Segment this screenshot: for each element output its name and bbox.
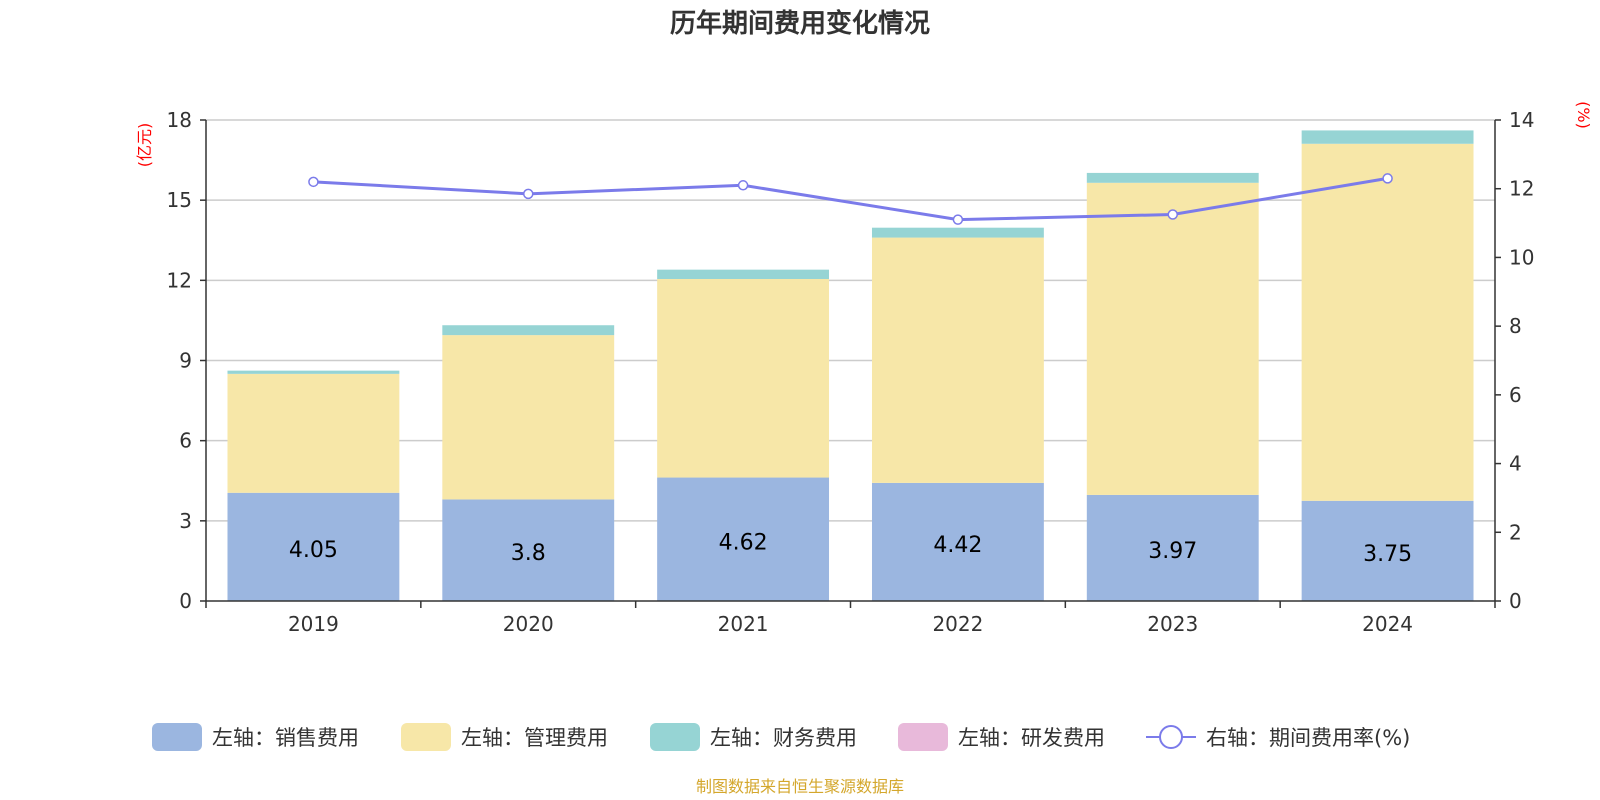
x-tick-label: 2021 (718, 612, 769, 636)
rate-point-2 (737, 180, 749, 191)
bar-value-label: 4.05 (289, 538, 338, 563)
rate-line-path (313, 176, 1388, 222)
legend-label-4: 右轴：期间费用率(%) (1206, 726, 1410, 750)
bar-value-label: 3.75 (1363, 542, 1412, 567)
bar-segment-2-5 (1301, 130, 1474, 144)
left-tick-label: 3 (179, 509, 192, 533)
axes: 0 3 6 9 12 15 18 0 2 4 6 8 10 12 14 2019 2020 2021 2022 202… (167, 108, 1535, 636)
rate-point-4 (1167, 209, 1178, 220)
source-note: 制图数据来自恒生聚源数据库 (696, 777, 904, 796)
right-tick-label: 14 (1509, 108, 1534, 132)
legend: 左轴：销售费用 左轴：管理费用 左轴：财务费用 左轴：研发费用 右轴：期间费用率(%) (152, 723, 1410, 751)
left-tick-label: 12 (167, 268, 192, 292)
bar-segment-0-2 (657, 477, 830, 601)
legend-swatch-3 (898, 723, 948, 751)
bar-segment-1-3 (871, 237, 1044, 483)
legend-label-3: 左轴：研发费用 (958, 726, 1105, 750)
bar-segment-0-3 (871, 482, 1044, 601)
left-tick-label: 6 (179, 429, 192, 453)
rate-point-5 (1382, 173, 1393, 184)
rate-point-3 (952, 214, 964, 225)
bar-segment-0-0 (227, 492, 400, 601)
legend-label-0: 左轴：销售费用 (212, 726, 359, 750)
chart-title: 历年期间费用变化情况 (670, 8, 930, 39)
left-axis-unit: (亿元) (135, 123, 154, 168)
left-tick-label: 0 (179, 589, 192, 613)
bar-segment-1-5 (1301, 143, 1474, 501)
right-tick-label: 10 (1509, 245, 1534, 269)
left-tick-label: 15 (167, 188, 192, 212)
legend-swatch-2 (650, 723, 700, 751)
right-tick-label: 0 (1509, 589, 1522, 613)
bar-segment-0-4 (1086, 494, 1259, 601)
bar-value-label: 3.8 (511, 541, 546, 566)
bar-value-label: 4.62 (719, 530, 768, 555)
legend-swatch-1 (401, 723, 451, 751)
x-tick-label: 2023 (1147, 612, 1198, 636)
bar-segment-2-3 (871, 227, 1044, 238)
bar-segment-2-1 (442, 325, 615, 336)
rate-point-1 (523, 188, 534, 200)
bar-segment-0-1 (442, 499, 615, 601)
x-tick-label: 2022 (932, 612, 983, 636)
bar-segment-1-1 (442, 335, 615, 500)
right-axis-unit: (%) (1574, 101, 1593, 129)
right-tick-label: 6 (1509, 383, 1522, 407)
right-tick-label: 8 (1509, 314, 1522, 338)
bar-segment-2-4 (1086, 172, 1259, 183)
grid (206, 119, 1495, 522)
bar-segment-1-0 (227, 373, 400, 493)
left-tick-label: 18 (167, 108, 192, 132)
legend-circle-icon (1159, 725, 1183, 749)
bar-segment-0-5 (1301, 500, 1474, 601)
right-tick-label: 12 (1509, 177, 1534, 201)
bar-segment-1-4 (1086, 182, 1259, 495)
x-tick-label: 2020 (503, 612, 554, 636)
bars: 4.05 3.8 4.62 4.42 3.97 3.75 (227, 130, 1474, 601)
bar-value-label: 4.42 (933, 533, 982, 558)
x-tick-label: 2019 (288, 612, 339, 636)
bar-value-label: 3.97 (1148, 539, 1197, 564)
left-tick-label: 9 (179, 349, 192, 373)
x-tick-label: 2024 (1362, 612, 1413, 636)
legend-label-1: 左轴：管理费用 (461, 726, 608, 750)
rate-point-0 (308, 176, 319, 188)
rate-line (308, 173, 1393, 225)
bar-segment-1-2 (657, 278, 830, 478)
bar-segment-2-0 (227, 370, 400, 374)
legend-label-2: 左轴：财务费用 (710, 726, 857, 750)
right-tick-label: 2 (1509, 520, 1522, 544)
legend-swatch-0 (152, 723, 202, 751)
right-tick-label: 4 (1509, 452, 1522, 476)
bar-segment-2-2 (657, 269, 830, 279)
